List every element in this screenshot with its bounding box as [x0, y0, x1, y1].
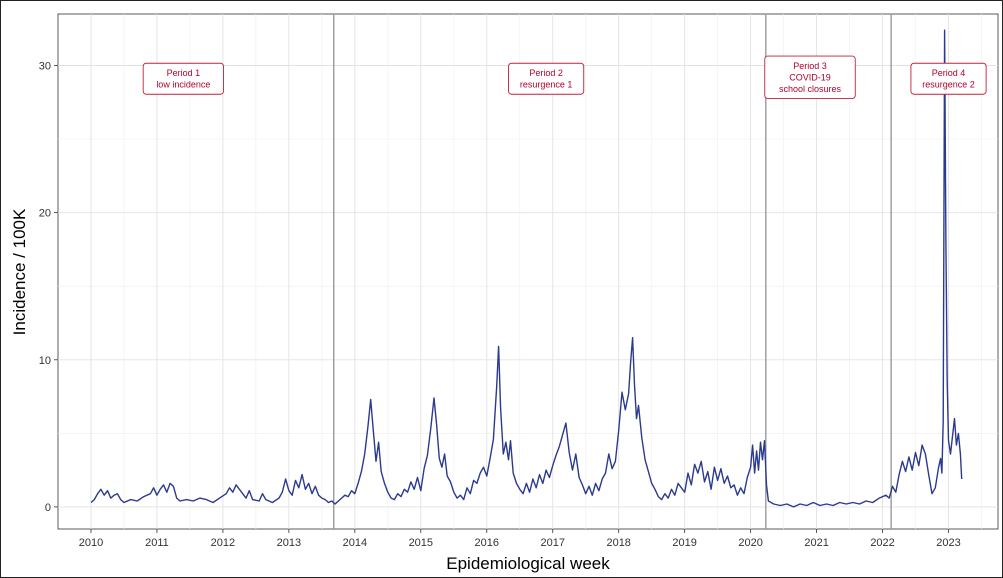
- period-annotations: Period 1 low incidence Period 2 resurgence …: [142, 55, 987, 99]
- x-tick-label: 2015: [409, 537, 433, 549]
- annotation-label: Period 1 low incidence: [142, 62, 224, 95]
- annotation-text: school closures: [779, 84, 842, 94]
- y-tick-label: 20: [39, 208, 51, 220]
- x-tick-label: 2023: [936, 537, 960, 549]
- annotation-label: Period 4 resurgence 2: [910, 62, 987, 95]
- annotation-text: Period 2: [529, 68, 563, 78]
- annotation-text: COVID-19: [789, 73, 831, 83]
- plot-panel: [57, 13, 999, 530]
- annotation-label: Period 2 resurgence 1: [508, 62, 585, 95]
- y-tick-label: 30: [39, 61, 51, 73]
- y-tick-label: 0: [45, 502, 51, 514]
- x-tick-label: 2020: [738, 537, 762, 549]
- x-tick-label: 2022: [870, 537, 894, 549]
- y-axis-title: Incidence / 100K: [10, 208, 29, 335]
- x-tick-label: 2010: [79, 537, 103, 549]
- x-tick-label: 2018: [606, 537, 630, 549]
- annotation-text: resurgence 2: [922, 80, 975, 90]
- x-tick-label: 2019: [672, 537, 696, 549]
- x-tick-label: 2014: [343, 537, 367, 549]
- annotation-box: [142, 62, 224, 95]
- annotation-text: Period 1: [167, 68, 201, 78]
- series-group: [90, 29, 963, 508]
- annotation-text: Period 4: [932, 68, 966, 78]
- annotation-box: [910, 62, 987, 95]
- annotation-box: [508, 62, 585, 95]
- x-tick-label: 2021: [804, 537, 828, 549]
- x-axis-title: Epidemiological week: [446, 554, 610, 573]
- annotation-box: [764, 55, 856, 99]
- annotation-text: low incidence: [156, 80, 210, 90]
- y-tick-label: 10: [39, 355, 51, 367]
- y-axis: 0 10 20 30: [39, 61, 58, 514]
- annotation-text: resurgence 1: [520, 80, 573, 90]
- x-tick-label: 2016: [475, 537, 499, 549]
- x-axis: 2010 2011 2012 2013 2014 2015 2016 2017 2018 2019…: [79, 529, 961, 549]
- period-boundaries: [333, 14, 892, 529]
- x-tick-label: 2012: [211, 537, 235, 549]
- x-tick-label: 2017: [540, 537, 564, 549]
- x-tick-label: 2011: [145, 537, 169, 549]
- annotation-text: Period 3: [793, 61, 827, 71]
- x-tick-label: 2013: [277, 537, 301, 549]
- incidence-series-line: [90, 29, 963, 508]
